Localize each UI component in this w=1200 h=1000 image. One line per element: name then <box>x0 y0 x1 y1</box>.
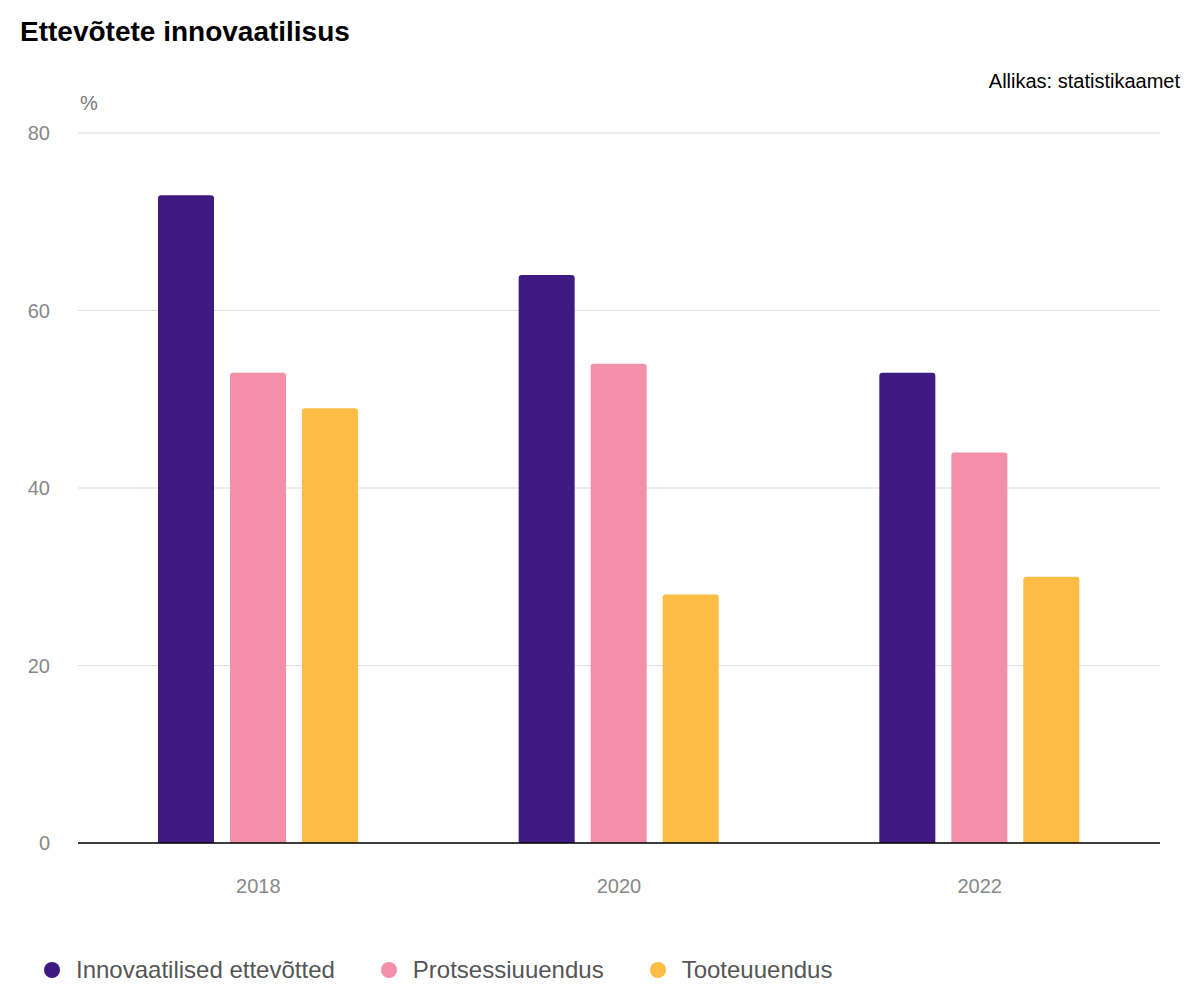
html-text:Protsessiuuendus: Protsessiuuendus <box>412 956 604 983</box>
svg-text:2022: 2022 <box>957 875 1002 897</box>
svg-text:80: 80 <box>28 122 50 144</box>
svg-text:2018: 2018 <box>236 875 281 897</box>
html-text:Innovaatilised ettevõtted: Innovaatilised ettevõtted <box>76 956 335 983</box>
svg-text:60: 60 <box>28 300 50 322</box>
html-text:Tooteuuendus: Tooteuuendus <box>681 956 833 983</box>
svg-text:20: 20 <box>28 655 50 677</box>
svg-text:2020: 2020 <box>597 875 642 897</box>
html-text:Allikas: statistikaamet: Allikas: statistikaamet <box>988 70 1180 92</box>
svg-text:40: 40 <box>28 477 50 499</box>
html-text:Ettevõtete innovaatilisus: Ettevõtete innovaatilisus <box>20 16 350 47</box>
svg-text:0: 0 <box>39 832 50 854</box>
